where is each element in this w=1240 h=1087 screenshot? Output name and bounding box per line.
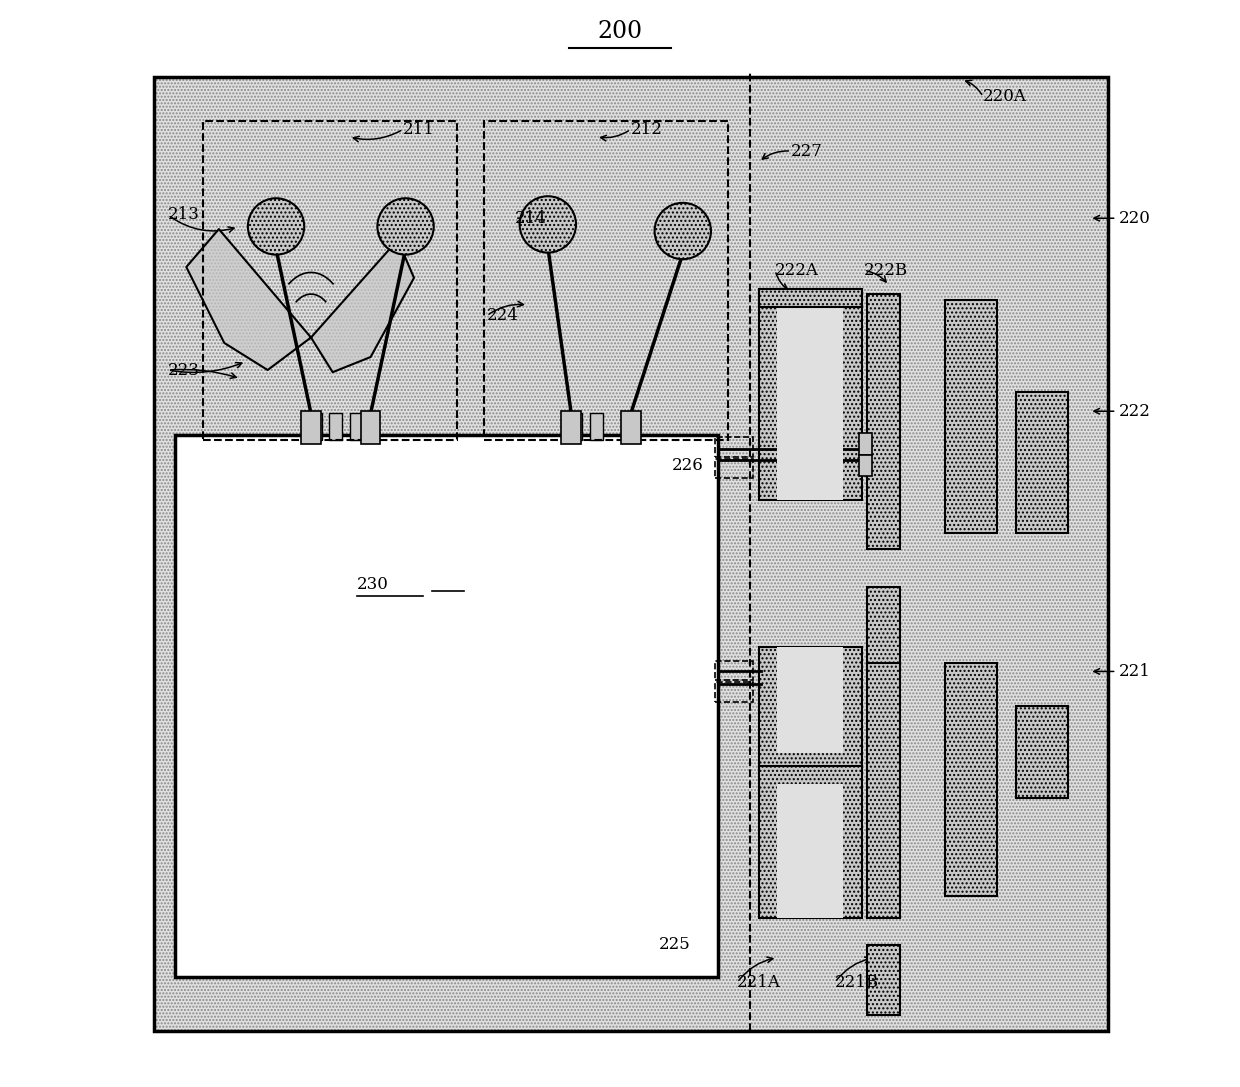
- Bar: [154, 77, 1107, 1032]
- Bar: [858, 454, 872, 476]
- Text: 226: 226: [672, 457, 704, 474]
- Bar: [301, 411, 321, 443]
- Text: 200: 200: [598, 21, 642, 43]
- Text: 222: 222: [1118, 402, 1151, 420]
- Bar: [777, 647, 843, 753]
- Text: 212: 212: [631, 121, 662, 138]
- Polygon shape: [186, 229, 311, 370]
- Text: 230: 230: [357, 576, 388, 594]
- Bar: [154, 77, 1107, 1032]
- Circle shape: [655, 203, 711, 259]
- Bar: [715, 661, 754, 680]
- Bar: [350, 413, 363, 440]
- Bar: [176, 435, 718, 977]
- Bar: [715, 437, 754, 457]
- Bar: [867, 295, 900, 549]
- Circle shape: [248, 198, 304, 254]
- Bar: [759, 765, 862, 917]
- Bar: [590, 413, 603, 440]
- Bar: [867, 945, 900, 1015]
- Bar: [715, 683, 754, 702]
- Bar: [715, 459, 754, 478]
- Bar: [361, 411, 381, 443]
- Bar: [867, 663, 900, 917]
- Bar: [777, 308, 843, 500]
- Text: 221A: 221A: [737, 974, 781, 991]
- Bar: [1016, 707, 1068, 798]
- Text: 220: 220: [1118, 210, 1151, 227]
- Text: 214: 214: [515, 210, 547, 227]
- Text: 224: 224: [486, 308, 518, 324]
- Bar: [858, 433, 872, 454]
- Text: 211: 211: [403, 121, 435, 138]
- Bar: [309, 413, 322, 440]
- Bar: [759, 647, 862, 771]
- Text: 221: 221: [1118, 663, 1151, 680]
- Bar: [867, 587, 900, 674]
- Bar: [202, 121, 458, 440]
- Text: 222A: 222A: [775, 262, 818, 278]
- Circle shape: [520, 197, 577, 252]
- Text: 227: 227: [791, 142, 823, 160]
- Bar: [562, 411, 582, 443]
- Text: 220A: 220A: [983, 88, 1027, 105]
- Circle shape: [377, 198, 434, 254]
- Bar: [485, 121, 728, 440]
- Bar: [759, 289, 862, 500]
- Bar: [330, 413, 342, 440]
- Bar: [569, 413, 582, 440]
- Text: 225: 225: [658, 936, 691, 953]
- Bar: [1016, 391, 1068, 533]
- Bar: [759, 289, 862, 308]
- Bar: [154, 77, 1107, 1032]
- Bar: [945, 663, 997, 896]
- Bar: [621, 411, 641, 443]
- Bar: [945, 300, 997, 533]
- Text: 221B: 221B: [835, 974, 879, 991]
- Text: 213: 213: [167, 207, 200, 224]
- Text: 223: 223: [167, 362, 200, 378]
- Polygon shape: [311, 240, 414, 372]
- Bar: [777, 784, 843, 917]
- Text: 222B: 222B: [864, 262, 908, 278]
